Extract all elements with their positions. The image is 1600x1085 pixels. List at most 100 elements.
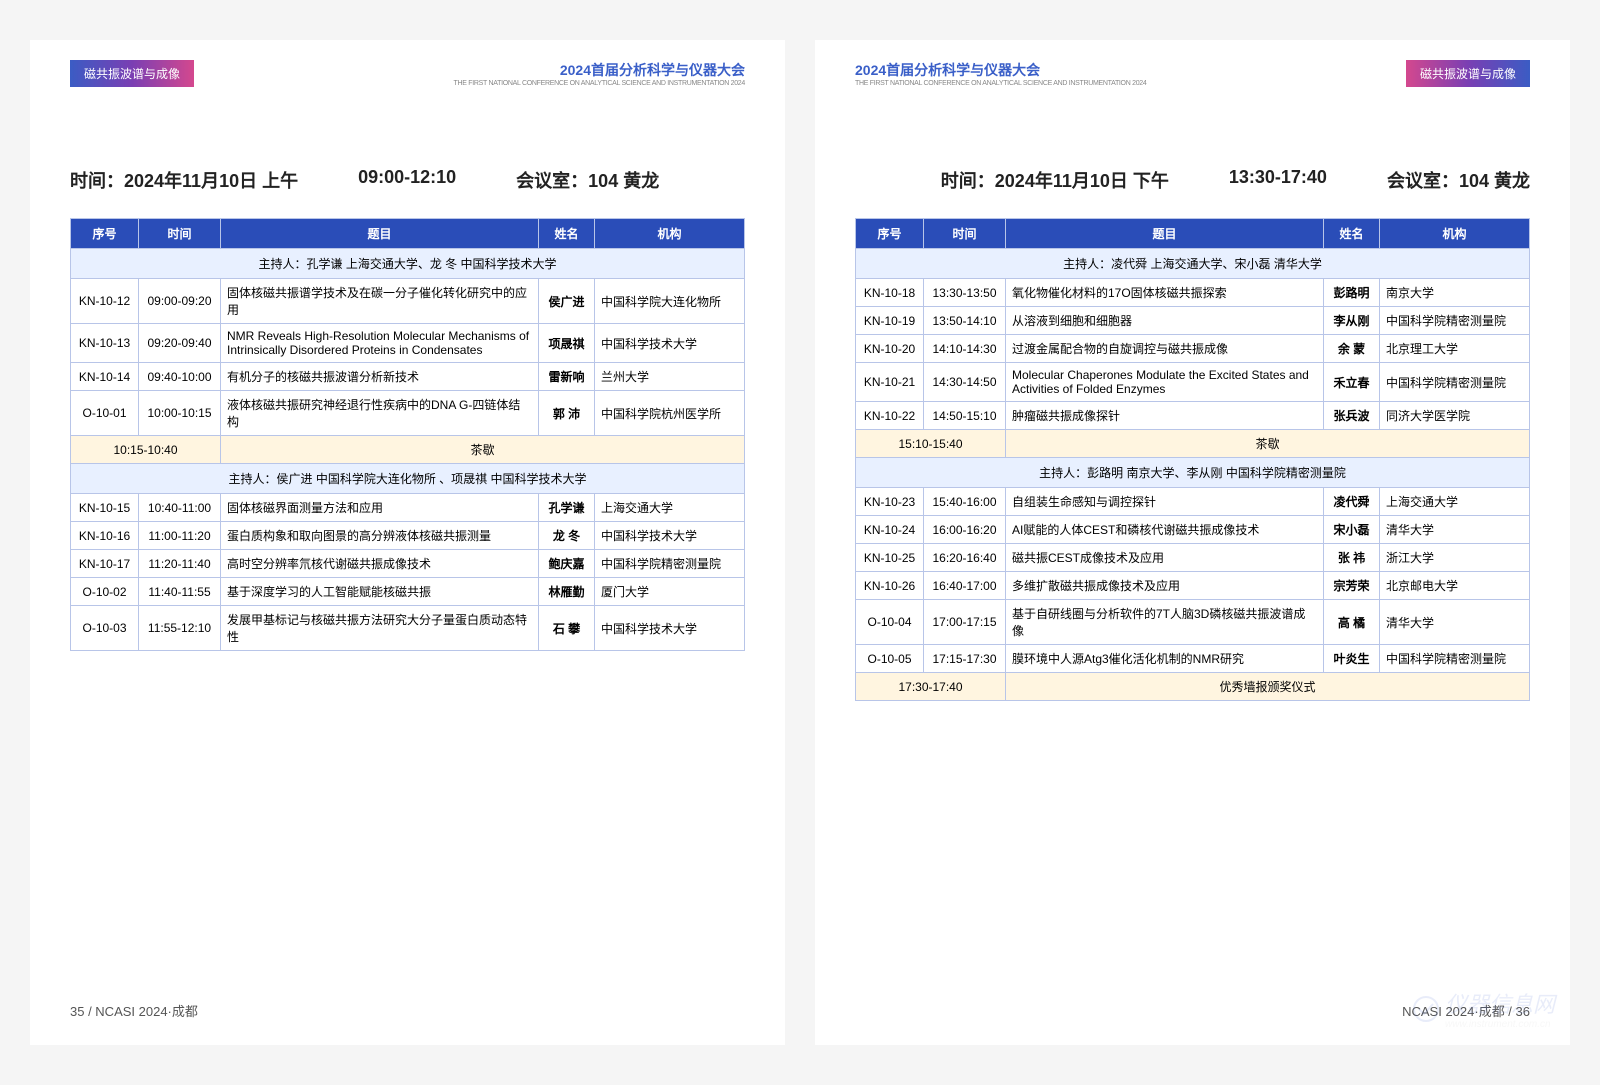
left-page: 磁共振波谱与成像 2024首届分析科学与仪器大会 THE FIRST NATIO… xyxy=(30,40,785,1045)
cell-id: KN-10-18 xyxy=(856,279,924,307)
conf-title: 2024首届分析科学与仪器大会 xyxy=(454,60,745,80)
left-header: 磁共振波谱与成像 2024首届分析科学与仪器大会 THE FIRST NATIO… xyxy=(70,60,745,87)
host-row: 主持人：凌代舜 上海交通大学、宋小磊 清华大学 xyxy=(856,249,1530,279)
cell-org: 中国科学院大连化物所 xyxy=(595,279,745,324)
cell-name: 叶炎生 xyxy=(1324,645,1380,673)
cell-time: 13:30-13:50 xyxy=(924,279,1006,307)
th-org: 机构 xyxy=(1380,219,1530,249)
host-row: 主持人：孔学谦 上海交通大学、龙 冬 中国科学技术大学 xyxy=(71,249,745,279)
cell-org: 中国科学技术大学 xyxy=(595,606,745,651)
table-row: O-10-05 17:15-17:30 膜环境中人源Atg3催化活化机制的NMR… xyxy=(856,645,1530,673)
host-row: 主持人：彭路明 南京大学、李从刚 中国科学院精密测量院 xyxy=(856,458,1530,488)
schedule-table-left: 序号 时间 题目 姓名 机构 主持人：孔学谦 上海交通大学、龙 冬 中国科学技术… xyxy=(70,218,745,651)
cell-org: 兰州大学 xyxy=(595,363,745,391)
cell-name: 高 橘 xyxy=(1324,600,1380,645)
cell-org: 清华大学 xyxy=(1380,516,1530,544)
cell-title: 自组装生命感知与调控探针 xyxy=(1006,488,1324,516)
cell-id: KN-10-16 xyxy=(71,522,139,550)
cell-id: KN-10-14 xyxy=(71,363,139,391)
cell-time: 09:40-10:00 xyxy=(139,363,221,391)
right-page: 2024首届分析科学与仪器大会 THE FIRST NATIONAL CONFE… xyxy=(815,40,1570,1045)
cell-name: 李从刚 xyxy=(1324,307,1380,335)
award-row: 17:30-17:40优秀墙报颁奖仪式 xyxy=(856,673,1530,701)
cell-org: 中国科学技术大学 xyxy=(595,324,745,363)
cell-id: KN-10-25 xyxy=(856,544,924,572)
th-name: 姓名 xyxy=(1324,219,1380,249)
table-row: O-10-02 11:40-11:55 基于深度学习的人工智能赋能核磁共振 林雁… xyxy=(71,578,745,606)
cell-title: 固体核磁共振谱学技术及在碳一分子催化转化研究中的应用 xyxy=(221,279,539,324)
session-room: 会议室：104 黄龙 xyxy=(516,167,659,193)
table-row: KN-10-16 11:00-11:20 蛋白质构象和取向图景的高分辨液体核磁共… xyxy=(71,522,745,550)
cell-time: 16:20-16:40 xyxy=(924,544,1006,572)
cell-title: 固体核磁界面测量方法和应用 xyxy=(221,494,539,522)
cell-time: 16:00-16:20 xyxy=(924,516,1006,544)
cell-org: 北京邮电大学 xyxy=(1380,572,1530,600)
section-tag-right: 磁共振波谱与成像 xyxy=(1406,60,1530,87)
cell-title: 多维扩散磁共振成像技术及应用 xyxy=(1006,572,1324,600)
cell-name: 孔学谦 xyxy=(539,494,595,522)
cell-org: 上海交通大学 xyxy=(1380,488,1530,516)
th-time: 时间 xyxy=(924,219,1006,249)
cell-org: 中国科学技术大学 xyxy=(595,522,745,550)
cell-id: KN-10-15 xyxy=(71,494,139,522)
break-row: 10:15-10:40茶歇 xyxy=(71,436,745,464)
conf-sub: THE FIRST NATIONAL CONFERENCE ON ANALYTI… xyxy=(454,80,745,87)
cell-id: KN-10-21 xyxy=(856,363,924,402)
host-row: 主持人：侯广进 中国科学院大连化物所 、项晟祺 中国科学技术大学 xyxy=(71,464,745,494)
conf-sub: THE FIRST NATIONAL CONFERENCE ON ANALYTI… xyxy=(855,80,1146,87)
table-row: KN-10-21 14:30-14:50 Molecular Chaperone… xyxy=(856,363,1530,402)
cell-id: KN-10-13 xyxy=(71,324,139,363)
table-row: O-10-04 17:00-17:15 基于自研线圈与分析软件的7T人脑3D磷核… xyxy=(856,600,1530,645)
cell-title: 从溶液到细胞和细胞器 xyxy=(1006,307,1324,335)
cell-time: 11:55-12:10 xyxy=(139,606,221,651)
cell-name: 林雁勤 xyxy=(539,578,595,606)
cell-title: 蛋白质构象和取向图景的高分辨液体核磁共振测量 xyxy=(221,522,539,550)
cell-title: 基于自研线圈与分析软件的7T人脑3D磷核磁共振波谱成像 xyxy=(1006,600,1324,645)
cell-id: KN-10-26 xyxy=(856,572,924,600)
cell-id: O-10-05 xyxy=(856,645,924,673)
cell-name: 彭路明 xyxy=(1324,279,1380,307)
cell-org: 中国科学院精密测量院 xyxy=(1380,645,1530,673)
cell-time: 11:00-11:20 xyxy=(139,522,221,550)
table-row: KN-10-23 15:40-16:00 自组装生命感知与调控探针 凌代舜 上海… xyxy=(856,488,1530,516)
conf-title-block: 2024首届分析科学与仪器大会 THE FIRST NATIONAL CONFE… xyxy=(855,60,1146,87)
session-time: 09:00-12:10 xyxy=(358,167,456,193)
cell-time: 16:40-17:00 xyxy=(924,572,1006,600)
cell-name: 项晟祺 xyxy=(539,324,595,363)
table-row: KN-10-15 10:40-11:00 固体核磁界面测量方法和应用 孔学谦 上… xyxy=(71,494,745,522)
cell-name: 宋小磊 xyxy=(1324,516,1380,544)
cell-title: Molecular Chaperones Modulate the Excite… xyxy=(1006,363,1324,402)
th-title: 题目 xyxy=(221,219,539,249)
th-title: 题目 xyxy=(1006,219,1324,249)
session-date: 时间：2024年11月10日 下午 xyxy=(941,167,1169,193)
cell-name: 张兵波 xyxy=(1324,402,1380,430)
table-row: KN-10-19 13:50-14:10 从溶液到细胞和细胞器 李从刚 中国科学… xyxy=(856,307,1530,335)
cell-title: 磁共振CEST成像技术及应用 xyxy=(1006,544,1324,572)
session-room: 会议室：104 黄龙 xyxy=(1387,167,1530,193)
cell-time: 11:20-11:40 xyxy=(139,550,221,578)
cell-id: KN-10-12 xyxy=(71,279,139,324)
cell-name: 禾立春 xyxy=(1324,363,1380,402)
table-row: KN-10-25 16:20-16:40 磁共振CEST成像技术及应用 张 祎 … xyxy=(856,544,1530,572)
cell-org: 清华大学 xyxy=(1380,600,1530,645)
cell-id: O-10-04 xyxy=(856,600,924,645)
cell-org: 南京大学 xyxy=(1380,279,1530,307)
watermark-icon xyxy=(1411,994,1441,1024)
cell-id: KN-10-20 xyxy=(856,335,924,363)
cell-time: 14:30-14:50 xyxy=(924,363,1006,402)
cell-time: 10:40-11:00 xyxy=(139,494,221,522)
cell-org: 厦门大学 xyxy=(595,578,745,606)
table-row: KN-10-13 09:20-09:40 NMR Reveals High-Re… xyxy=(71,324,745,363)
cell-time: 17:00-17:15 xyxy=(924,600,1006,645)
schedule-table-right: 序号 时间 题目 姓名 机构 主持人：凌代舜 上海交通大学、宋小磊 清华大学 K… xyxy=(855,218,1530,701)
watermark: 仪器信息网 www.instrument.com.cn xyxy=(1411,987,1555,1030)
right-header: 2024首届分析科学与仪器大会 THE FIRST NATIONAL CONFE… xyxy=(855,60,1530,87)
cell-org: 同济大学医学院 xyxy=(1380,402,1530,430)
cell-title: 肿瘤磁共振成像探针 xyxy=(1006,402,1324,430)
table-row: KN-10-22 14:50-15:10 肿瘤磁共振成像探针 张兵波 同济大学医… xyxy=(856,402,1530,430)
cell-org: 中国科学院精密测量院 xyxy=(595,550,745,578)
cell-time: 13:50-14:10 xyxy=(924,307,1006,335)
cell-time: 17:15-17:30 xyxy=(924,645,1006,673)
cell-title: 发展甲基标记与核磁共振方法研究大分子量蛋白质动态特性 xyxy=(221,606,539,651)
cell-name: 侯广进 xyxy=(539,279,595,324)
